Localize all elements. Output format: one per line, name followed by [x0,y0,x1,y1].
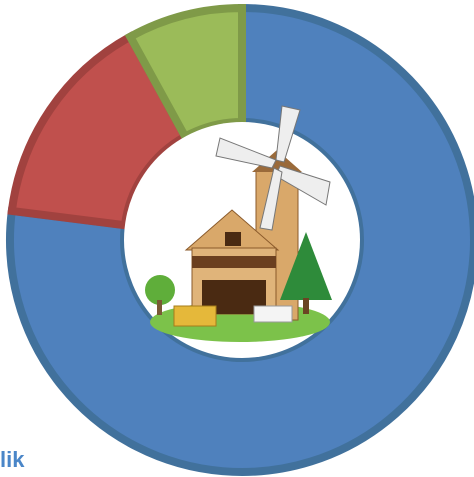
chart-title: lik [0,447,25,472]
center-illustration [124,105,360,358]
